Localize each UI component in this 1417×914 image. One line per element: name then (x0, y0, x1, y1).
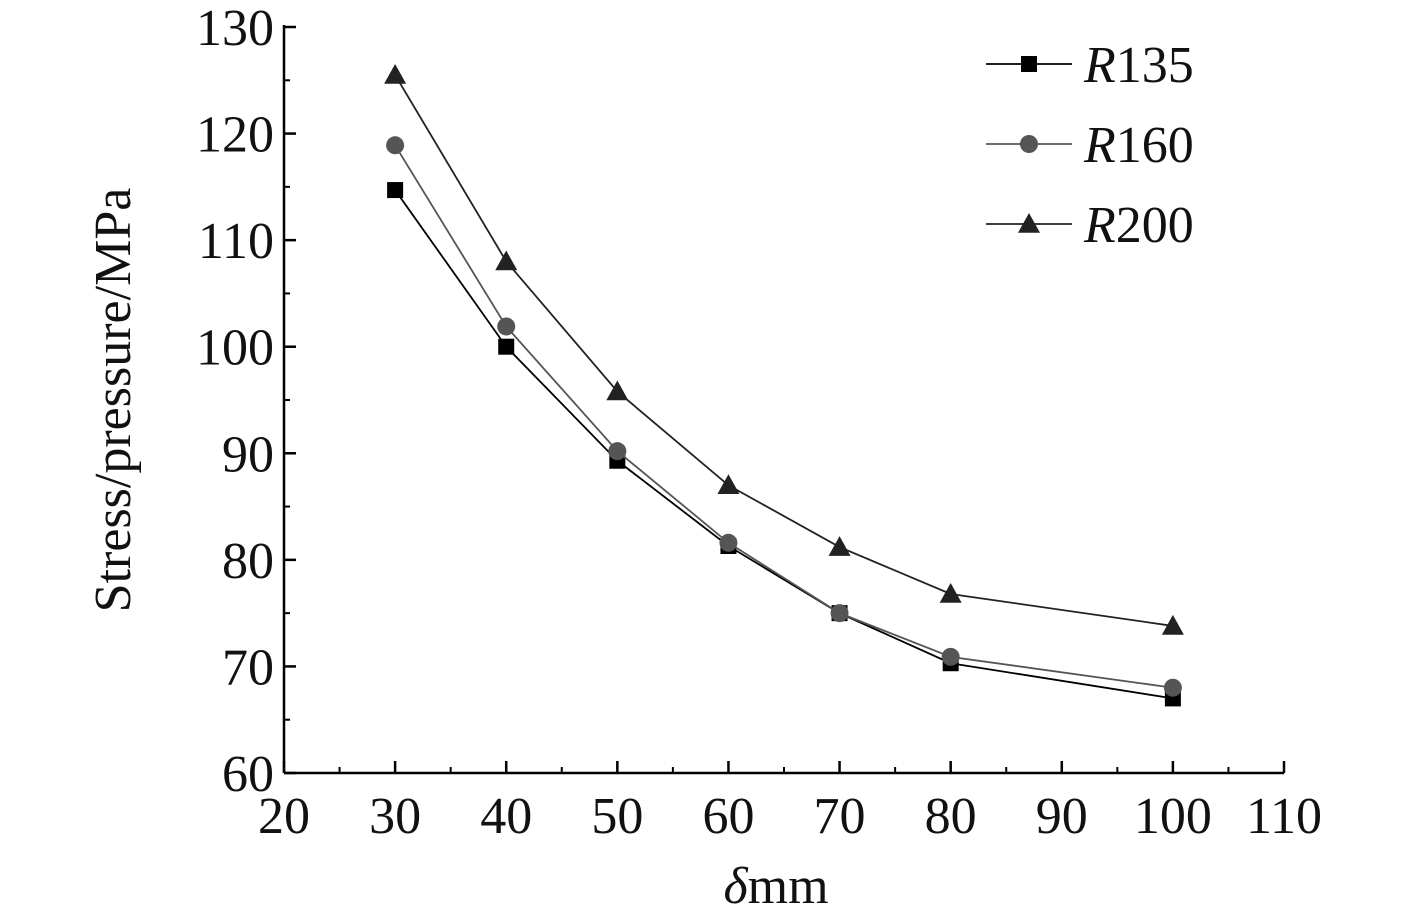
legend-label: R160 (1083, 117, 1194, 174)
legend-entry-r135: R135 (986, 37, 1194, 94)
series-line-r160 (394, 144, 1174, 689)
x-axis-title-symbol: δ (723, 858, 748, 914)
data-point-r200 (495, 250, 518, 271)
x-tick-label: 70 (814, 788, 866, 845)
series-r160 (386, 136, 1182, 697)
x-tick-label: 20 (258, 788, 310, 845)
ticks: 20 30 40 50 60 70 80 90 100 110 60 70 80 90 100 110 120 1… (196, 0, 1322, 845)
data-point-r200 (939, 582, 962, 603)
y-tick-label: 60 (222, 746, 274, 803)
legend-marker-triangle (1018, 213, 1040, 233)
y-tick-label: 110 (198, 213, 274, 270)
x-tick-label: 40 (480, 788, 532, 845)
x-tick-label: 50 (591, 788, 643, 845)
legend-label: R135 (1083, 37, 1194, 94)
x-tick-label: 30 (369, 788, 421, 845)
data-point-r135 (498, 338, 515, 355)
x-tick-label: 100 (1134, 788, 1212, 845)
legend-marker-square (1021, 56, 1037, 72)
data-point-r200 (717, 474, 740, 495)
legend-label-number: 200 (1116, 197, 1194, 254)
data-point-r135 (387, 182, 404, 199)
legend-entry-r200: R200 (986, 197, 1194, 254)
x-tick-label: 60 (702, 788, 754, 845)
x-tick-label: 90 (1036, 788, 1088, 845)
series-r200 (384, 63, 1184, 635)
y-tick-label: 80 (222, 533, 274, 590)
data-point-r200 (606, 380, 629, 401)
legend-entry-r160: R160 (986, 117, 1194, 174)
data-point-r200 (384, 63, 407, 84)
y-tick-label: 70 (222, 639, 274, 696)
legend-marker-circle (1020, 135, 1038, 153)
x-tick-label: 80 (925, 788, 977, 845)
data-point-r160 (719, 533, 738, 552)
data-point-r160 (1163, 678, 1182, 697)
data-point-r160 (830, 604, 849, 623)
legend-label-prefix: R (1083, 197, 1116, 254)
data-point-r160 (608, 442, 627, 461)
legend-label-number: 160 (1116, 117, 1194, 174)
legend-label-prefix: R (1083, 37, 1116, 94)
y-axis-title: Stress/pressure/MPa (85, 188, 142, 613)
data-point-r160 (497, 317, 516, 336)
legend-label-prefix: R (1083, 117, 1116, 174)
legend-label: R200 (1083, 197, 1194, 254)
y-tick-label: 120 (196, 107, 274, 164)
x-axis-title-unit: mm (748, 858, 829, 914)
data-point-r200 (828, 536, 851, 556)
data-point-r160 (386, 136, 405, 155)
data-point-r160 (941, 647, 960, 666)
y-tick-label: 100 (196, 320, 274, 377)
x-axis-title: δmm (723, 858, 828, 914)
legend-label-number: 135 (1116, 37, 1194, 94)
data-point-r200 (1161, 614, 1184, 635)
series-group (384, 63, 1184, 707)
y-tick-label: 90 (222, 426, 274, 483)
y-tick-label: 130 (196, 0, 274, 57)
x-tick-label: 110 (1246, 788, 1322, 845)
